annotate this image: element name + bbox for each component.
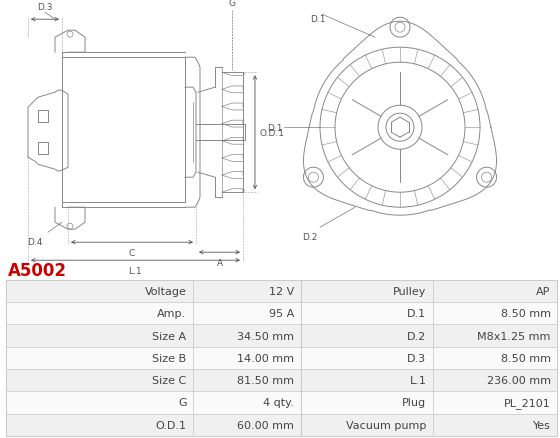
Text: G: G xyxy=(228,0,236,8)
Bar xyxy=(6,280,193,303)
Text: AP: AP xyxy=(536,286,550,297)
Text: 34.50 mm: 34.50 mm xyxy=(237,331,294,341)
Bar xyxy=(193,413,301,436)
Text: D.1: D.1 xyxy=(310,15,325,24)
Text: 14.00 mm: 14.00 mm xyxy=(237,353,294,363)
Text: Pulley: Pulley xyxy=(393,286,427,297)
Bar xyxy=(6,369,193,392)
Bar xyxy=(6,413,193,436)
Bar xyxy=(193,325,301,347)
Bar xyxy=(433,347,557,369)
Bar xyxy=(301,369,433,392)
Text: Amp.: Amp. xyxy=(157,309,186,318)
Bar xyxy=(193,280,301,303)
Text: Plug: Plug xyxy=(402,398,427,407)
Text: D.4: D.4 xyxy=(27,238,43,247)
Bar xyxy=(301,280,433,303)
Bar xyxy=(193,369,301,392)
Text: Size C: Size C xyxy=(152,375,186,385)
Text: A5002: A5002 xyxy=(8,261,67,279)
Text: 8.50 mm: 8.50 mm xyxy=(501,353,550,363)
Text: A: A xyxy=(217,258,223,268)
Text: O.D.1: O.D.1 xyxy=(156,420,186,430)
Bar xyxy=(301,392,433,413)
Text: 4 qty.: 4 qty. xyxy=(263,398,294,407)
Text: D.1: D.1 xyxy=(268,124,283,132)
Bar xyxy=(433,280,557,303)
Text: Size A: Size A xyxy=(152,331,186,341)
Bar xyxy=(193,347,301,369)
Bar xyxy=(301,325,433,347)
Text: PL_2101: PL_2101 xyxy=(504,397,550,408)
Text: 81.50 mm: 81.50 mm xyxy=(237,375,294,385)
Text: Vacuum pump: Vacuum pump xyxy=(346,420,427,430)
Text: C: C xyxy=(129,249,135,258)
Bar xyxy=(6,325,193,347)
Bar xyxy=(301,347,433,369)
Text: Yes: Yes xyxy=(533,420,550,430)
Bar xyxy=(433,303,557,325)
Bar xyxy=(193,303,301,325)
Text: L.1: L.1 xyxy=(128,267,142,276)
Text: 236.00 mm: 236.00 mm xyxy=(487,375,550,385)
Text: O.D.1: O.D.1 xyxy=(260,128,285,138)
Text: Voltage: Voltage xyxy=(144,286,186,297)
Text: D.3: D.3 xyxy=(38,3,53,12)
Text: 60.00 mm: 60.00 mm xyxy=(237,420,294,430)
Text: Size B: Size B xyxy=(152,353,186,363)
Bar xyxy=(301,413,433,436)
Bar xyxy=(433,369,557,392)
Bar xyxy=(6,303,193,325)
Text: D.2: D.2 xyxy=(302,233,318,242)
Text: D.2: D.2 xyxy=(407,331,427,341)
Text: 12 V: 12 V xyxy=(269,286,294,297)
Bar xyxy=(193,392,301,413)
Text: 8.50 mm: 8.50 mm xyxy=(501,309,550,318)
Text: 95 A: 95 A xyxy=(269,309,294,318)
Text: M8x1.25 mm: M8x1.25 mm xyxy=(477,331,550,341)
Bar xyxy=(6,392,193,413)
Bar xyxy=(433,413,557,436)
Bar xyxy=(301,303,433,325)
Text: D.3: D.3 xyxy=(407,353,427,363)
Bar xyxy=(433,392,557,413)
Text: D.1: D.1 xyxy=(407,309,427,318)
Text: L.1: L.1 xyxy=(409,375,427,385)
Bar xyxy=(433,325,557,347)
Bar xyxy=(6,347,193,369)
Text: G: G xyxy=(178,398,186,407)
